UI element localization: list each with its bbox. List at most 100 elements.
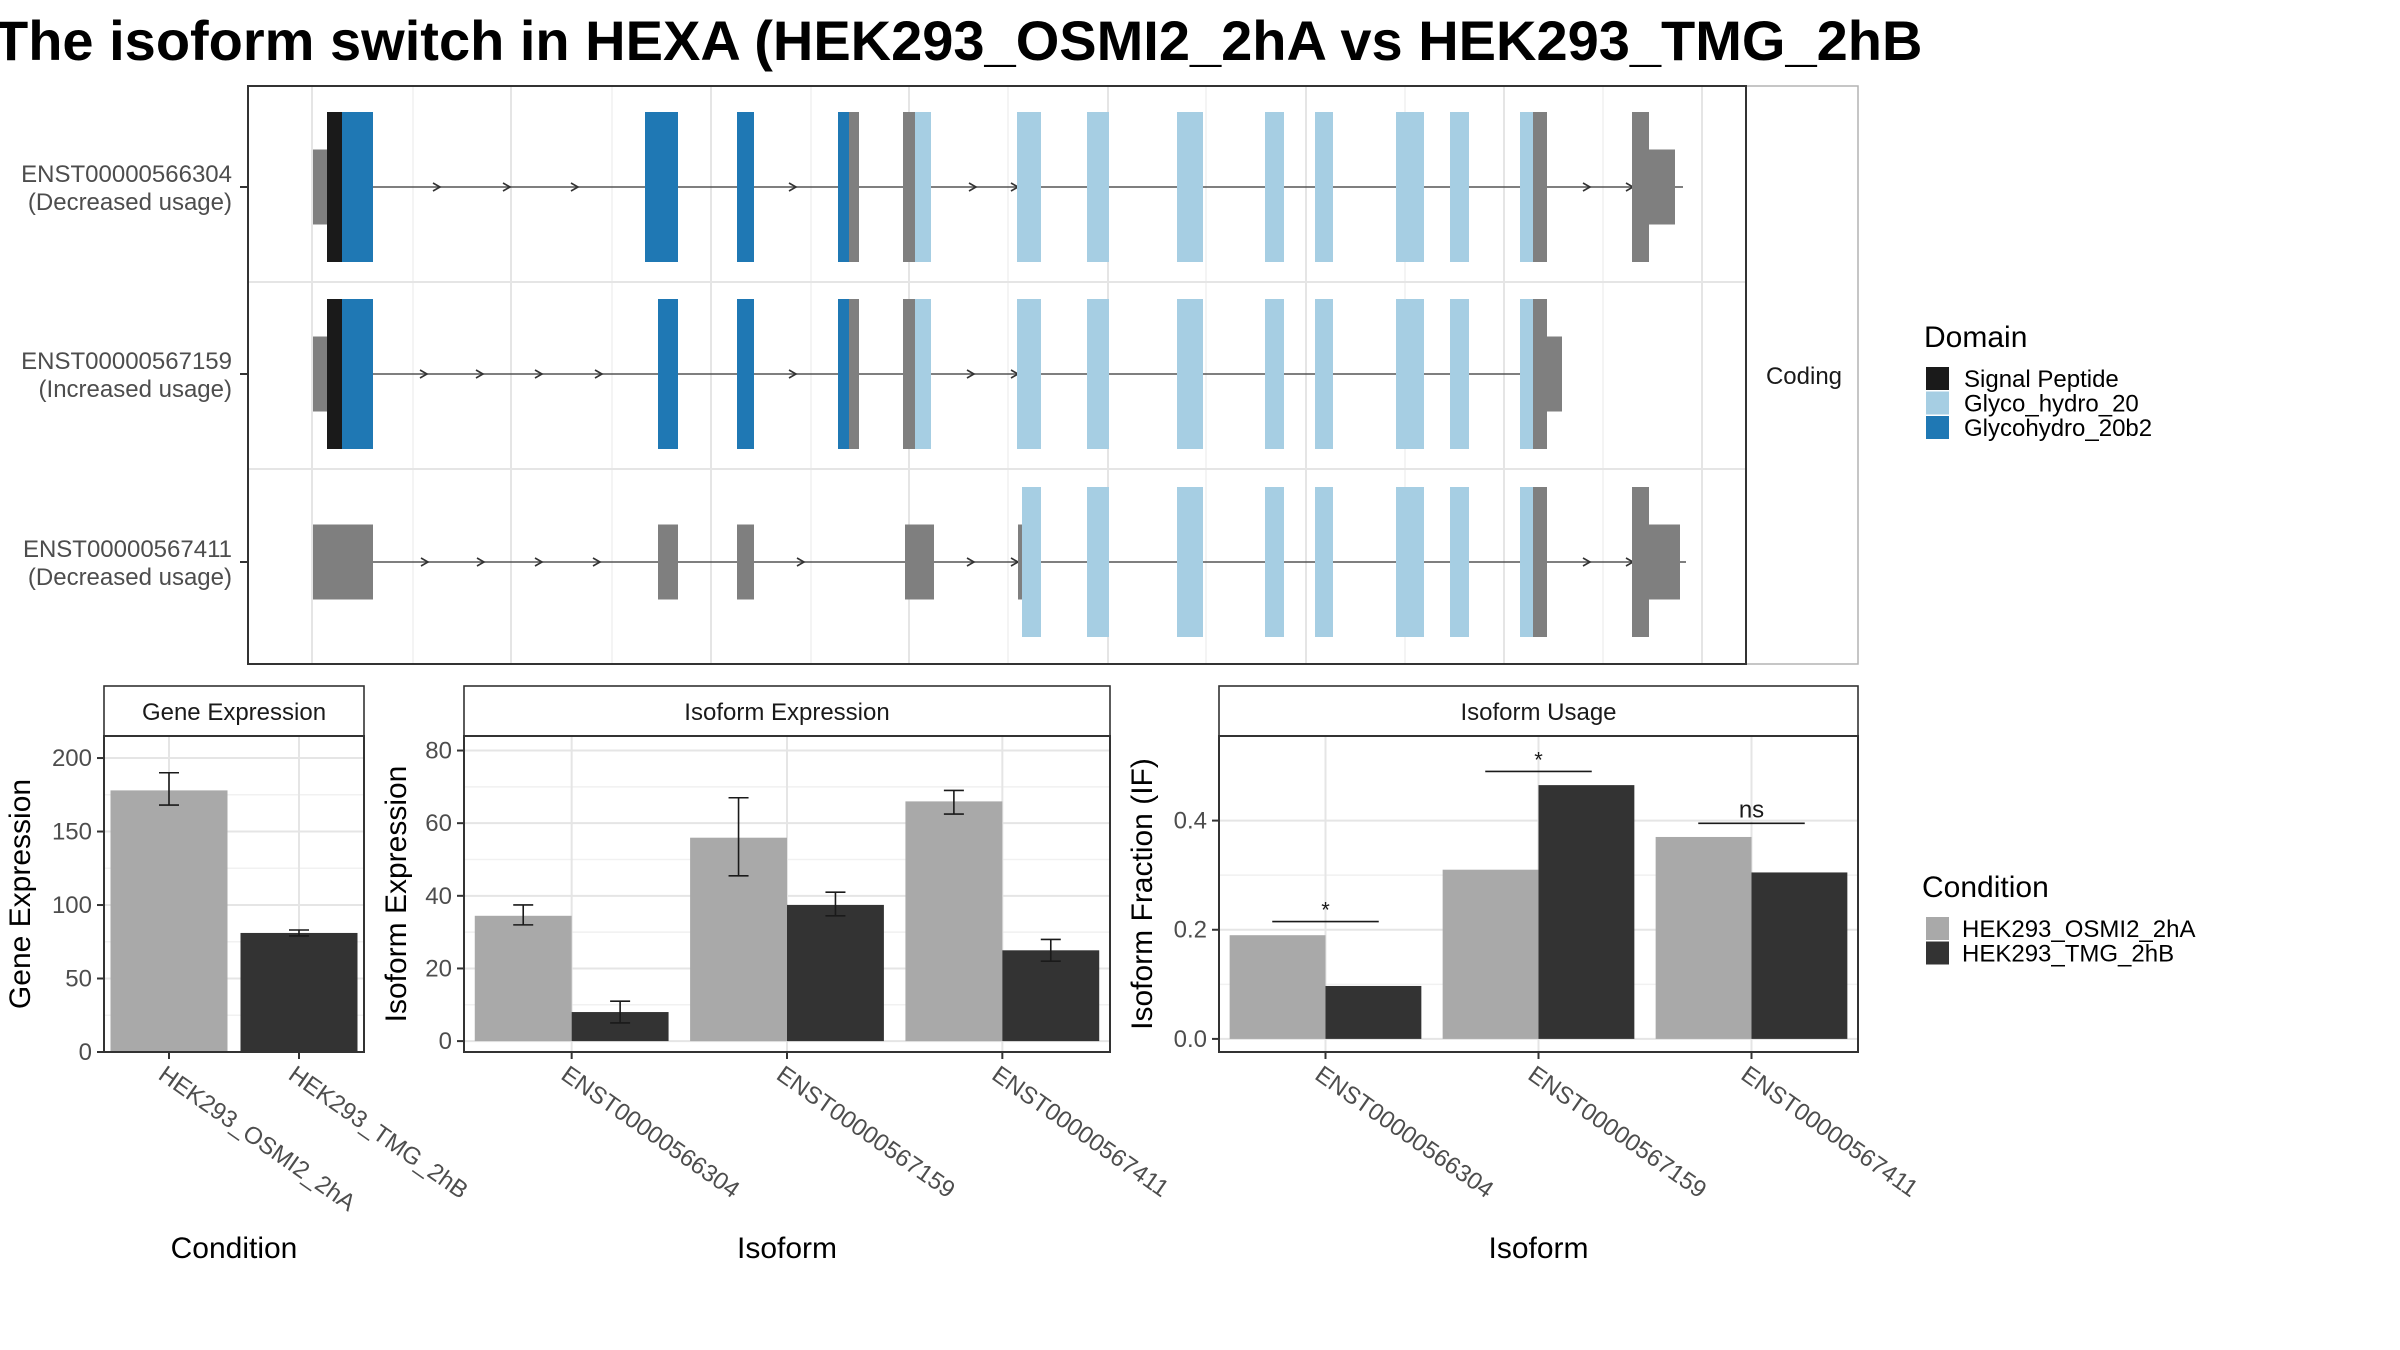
x-tick-label: ENST00000567411 (987, 1061, 1174, 1203)
panel-strip-2 (463, 685, 1111, 737)
strand-arrow (476, 557, 486, 567)
strand-arrow (475, 369, 485, 379)
panel-strip-3 (1218, 685, 1859, 737)
exon-block (1450, 299, 1469, 449)
exon-block (1450, 112, 1469, 262)
bar-ENST00000567411-HEK293_TMG_2hB (1751, 872, 1848, 1039)
exon-block (915, 112, 931, 262)
exon-block (1533, 487, 1547, 637)
exon-block (327, 299, 342, 449)
bar-ENST00000566304-HEK293_TMG_2hB (1325, 985, 1422, 1039)
y-tick-label: 0.4 (1174, 808, 1207, 835)
domain-legend-label: Glyco_hydro_20 (1964, 391, 2139, 418)
bar-ENST00000567159-HEK293_TMG_2hB (1538, 785, 1635, 1039)
exon-block (1087, 487, 1109, 637)
bar-HEK293_TMG_2hB (240, 932, 358, 1052)
y-tick-label: 50 (65, 966, 92, 993)
exon-block (1315, 112, 1333, 262)
exon-block (903, 112, 915, 262)
exon-block (1520, 112, 1533, 262)
domain-legend-label: Glycohydro_20b2 (1964, 415, 2152, 442)
exon-block (1649, 149, 1675, 225)
strand-arrow (1582, 557, 1592, 567)
panel-strip-1 (103, 685, 365, 737)
exon-block (313, 524, 373, 600)
strand-arrow (966, 557, 976, 567)
y-axis-title-2: Isoform Expression (380, 766, 413, 1023)
structure-panel-border (247, 85, 1747, 665)
x-tick-label: ENST00000567159 (772, 1061, 960, 1204)
y-tick-label: 150 (52, 819, 92, 846)
exon-block (838, 299, 849, 449)
bar-HEK293_OSMI2_2hA (110, 790, 228, 1052)
strand-arrow (592, 557, 602, 567)
exon-block (1632, 112, 1649, 262)
strand-arrow (788, 182, 798, 192)
isoform-label-usage: (Decreased usage) (28, 564, 232, 591)
x-axis-title-2: Isoform (737, 1232, 837, 1265)
domain-legend-title: Domain (1924, 321, 2027, 354)
significance-label: ns (1739, 796, 1764, 823)
y-tick-label: 0 (79, 1039, 92, 1066)
strand-arrow (419, 369, 429, 379)
condition-legend-title: Condition (1922, 871, 2049, 904)
bar-ENST00000567411-HEK293_OSMI2_2hA (905, 801, 1003, 1042)
structure-strip-label: Coding (1766, 363, 1842, 390)
exon-block (1396, 487, 1424, 637)
figure-title: The isoform switch in HEXA (HEK293_OSMI2… (0, 9, 1923, 72)
strand-arrow (788, 369, 798, 379)
exon-block (1017, 112, 1041, 262)
exon-block (327, 112, 342, 262)
panel-title-3: Isoform Usage (1460, 699, 1616, 726)
exon-block (313, 149, 327, 225)
domain-legend-key (1926, 367, 1949, 390)
exon-block (737, 299, 754, 449)
bar-ENST00000567159-HEK293_TMG_2hB (787, 904, 884, 1042)
y-tick-label: 0 (439, 1028, 452, 1055)
strand-arrow (570, 182, 580, 192)
x-tick-label: ENST00000567411 (1736, 1061, 1923, 1203)
isoform-label-id: ENST00000567411 (23, 536, 232, 563)
structure-panel-bg (248, 86, 1746, 664)
exon-block (1177, 112, 1203, 262)
domain-legend-key (1926, 391, 1949, 415)
exon-block (1087, 299, 1109, 449)
exon-block (838, 112, 849, 262)
significance-label: * (1534, 747, 1543, 772)
exon-block (1315, 487, 1333, 637)
x-tick-label: ENST00000566304 (1310, 1061, 1498, 1204)
exon-block (737, 524, 754, 600)
strand-arrow (1582, 182, 1592, 192)
y-tick-label: 200 (52, 745, 92, 772)
isoform-label-id: ENST00000567159 (21, 348, 232, 375)
y-tick-label: 60 (425, 810, 452, 837)
y-tick-label: 0.2 (1174, 917, 1207, 944)
isoform-label-usage: (Decreased usage) (28, 189, 232, 216)
exon-block (1265, 112, 1284, 262)
exon-block (905, 524, 934, 600)
x-tick-label: ENST00000566304 (556, 1061, 744, 1204)
x-axis-title-1: Condition (171, 1232, 298, 1265)
exon-block (1087, 112, 1109, 262)
x-axis-title-3: Isoform (1488, 1232, 1588, 1265)
isoform-label-id: ENST00000566304 (21, 161, 232, 188)
y-tick-label: 40 (425, 883, 452, 910)
exon-block (915, 299, 931, 449)
exon-block (849, 112, 859, 262)
exon-block (1632, 487, 1649, 637)
y-tick-label: 20 (425, 955, 452, 982)
panel-border-1 (103, 735, 365, 1053)
strand-arrow (796, 557, 806, 567)
significance-label: * (1321, 898, 1330, 923)
condition-legend-key (1926, 941, 1949, 965)
bar-ENST00000567159-HEK293_OSMI2_2hA (1442, 869, 1539, 1039)
exon-block (1520, 487, 1533, 637)
exon-block (1396, 112, 1424, 262)
strand-arrow (534, 369, 544, 379)
exon-block (1649, 524, 1680, 600)
exon-block (658, 299, 678, 449)
panel-title-2: Isoform Expression (684, 699, 889, 726)
strand-arrow (432, 182, 442, 192)
exon-block (645, 112, 678, 262)
